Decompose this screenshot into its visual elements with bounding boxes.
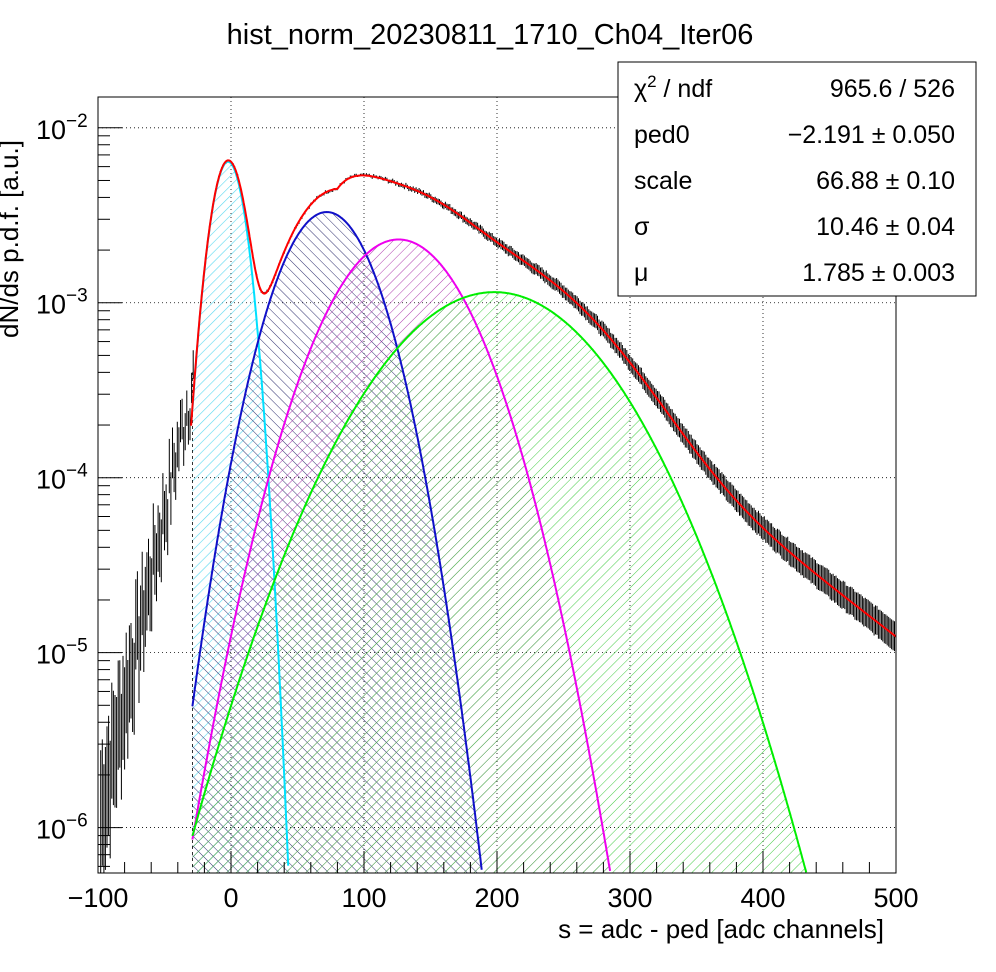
stat-value: 965.6 / 526 (830, 75, 955, 103)
component-4-curve (191, 291, 808, 873)
x-tick-label: 300 (607, 883, 652, 913)
stats-box-frame (617, 61, 977, 297)
x-axis: −100 0 100 200 300 400 500 (68, 851, 919, 913)
y-tick-label: 10−2 (36, 111, 88, 145)
x-tick-label: 200 (474, 883, 519, 913)
x-tick-label: 0 (223, 883, 238, 913)
component-3-curve (191, 238, 612, 872)
stat-value: 10.46 ± 0.04 (816, 213, 955, 241)
stat-name: ped0 (634, 121, 690, 149)
stat-name: scale (634, 167, 692, 195)
y-tick-label: 10−3 (36, 286, 88, 320)
y-tick-label: 10−4 (36, 461, 88, 495)
y-axis: 10−6 10−5 10−4 10−3 10−2 (36, 111, 122, 867)
x-tick-label: 500 (873, 883, 918, 913)
stat-value: 66.88 ± 0.10 (816, 167, 955, 195)
stat-name: σ (634, 213, 650, 241)
stat-name: μ (634, 259, 648, 287)
total-fit-curve (190, 159, 896, 638)
stat-name: χ2 / ndf (634, 72, 712, 103)
y-axis-label: dN/ds p.d.f. [a.u.] (0, 140, 24, 338)
component-fills (192, 161, 807, 873)
x-tick-label: 100 (341, 883, 386, 913)
component-4-fill (192, 292, 807, 873)
x-tick-label: −100 (68, 883, 129, 913)
stat-value: 1.785 ± 0.003 (802, 259, 955, 287)
chart-title: hist_norm_20230811_1710_Ch04_Iter06 (227, 19, 754, 51)
y-tick-label: 10−5 (36, 636, 88, 670)
x-axis-label: s = adc - ped [adc channels] (558, 914, 884, 944)
component-2-curve (191, 210, 483, 870)
fit-curves (190, 159, 896, 873)
stat-value: −2.191 ± 0.050 (788, 121, 955, 149)
x-tick-label: 400 (740, 883, 785, 913)
y-tick-label: 10−6 (36, 811, 88, 845)
stats-box: χ2 / ndf 965.6 / 526 ped0 −2.191 ± 0.050 sca… (617, 61, 977, 297)
